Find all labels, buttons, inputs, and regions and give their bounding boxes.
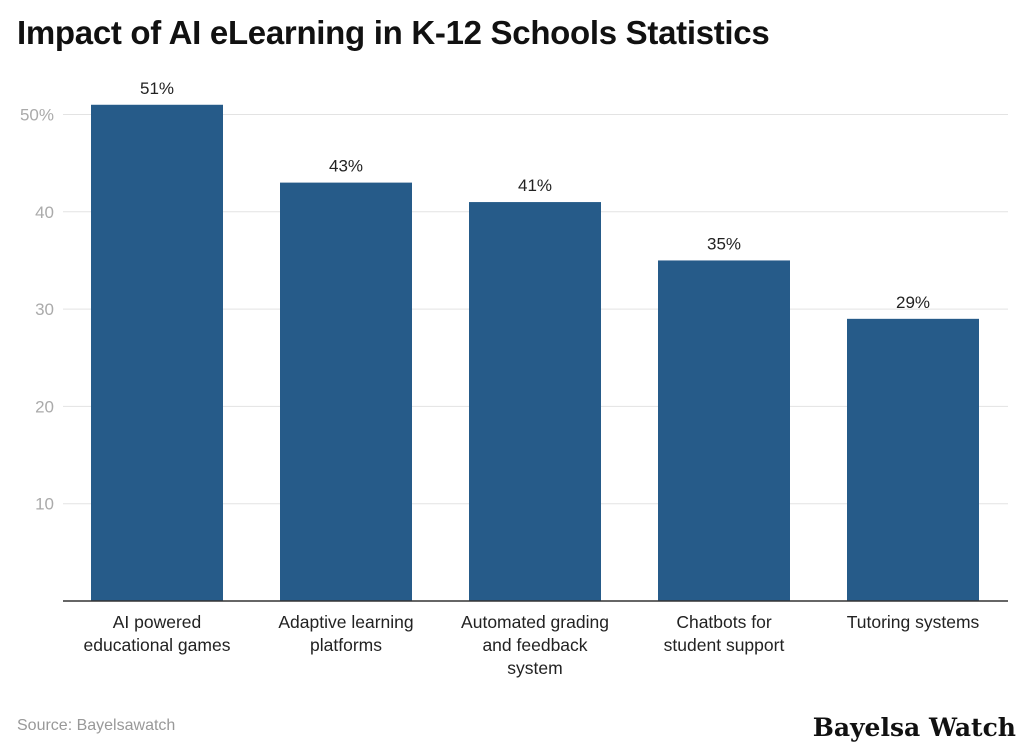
y-tick-label: 40 bbox=[35, 203, 54, 222]
x-tick-label: Chatbots for bbox=[676, 612, 771, 632]
x-tick-label: AI powered bbox=[113, 612, 202, 632]
x-tick-label: and feedback bbox=[482, 635, 587, 655]
data-label: 43% bbox=[329, 157, 363, 176]
y-tick-label: 50% bbox=[20, 106, 54, 125]
data-label: 35% bbox=[707, 234, 741, 253]
x-tick-label: Tutoring systems bbox=[847, 612, 980, 632]
x-tick-label: platforms bbox=[310, 635, 382, 655]
y-tick-label: 10 bbox=[35, 495, 54, 514]
y-tick-label: 30 bbox=[35, 300, 54, 319]
x-tick-label: Automated grading bbox=[461, 612, 609, 632]
bar bbox=[469, 202, 601, 601]
x-tick-label: student support bbox=[664, 635, 785, 655]
x-tick-label: system bbox=[507, 658, 562, 678]
data-label: 29% bbox=[896, 293, 930, 312]
chart-title: Impact of AI eLearning in K-12 Schools S… bbox=[17, 14, 770, 51]
bar-chart: 10 20 30 40 50% 51% AI powered educational game… bbox=[20, 79, 1008, 678]
source-note: Source: Bayelsawatch bbox=[17, 717, 176, 734]
data-label: 41% bbox=[518, 176, 552, 195]
x-tick-label: Adaptive learning bbox=[278, 612, 413, 632]
brand-logo: Bayelsa Watch bbox=[812, 713, 1016, 742]
data-label: 51% bbox=[140, 79, 174, 98]
x-tick-label: educational games bbox=[84, 635, 231, 655]
bar bbox=[847, 318, 979, 601]
bar bbox=[280, 182, 412, 602]
y-tick-label: 20 bbox=[35, 397, 54, 416]
bar bbox=[658, 260, 790, 601]
bar bbox=[91, 104, 223, 602]
